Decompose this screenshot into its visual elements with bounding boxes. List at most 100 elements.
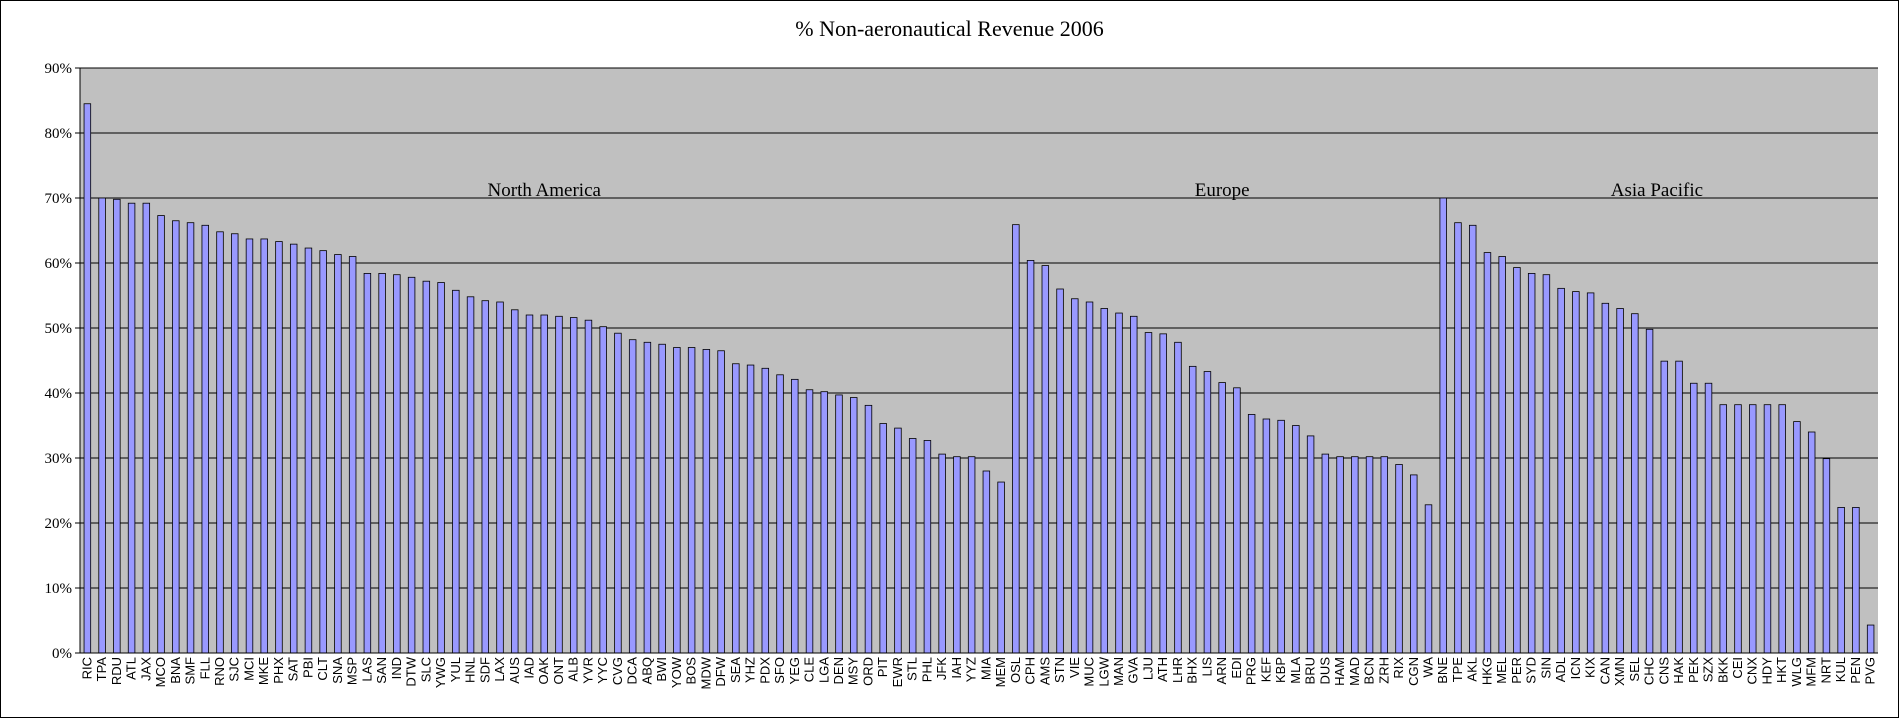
bar-HDY xyxy=(1763,404,1772,654)
bar-SIN xyxy=(1542,274,1551,654)
x-tick-label: ONT xyxy=(551,657,566,685)
bar-HAM xyxy=(1336,456,1344,654)
bar-HKT xyxy=(1778,404,1786,654)
x-tick-label: STL xyxy=(905,657,920,681)
y-tick-label: 90% xyxy=(45,61,73,77)
bar-BWI xyxy=(658,343,666,654)
bar-CLE xyxy=(805,389,814,654)
bar-SZX xyxy=(1704,382,1713,654)
x-tick-label: MFM xyxy=(1804,657,1819,687)
x-tick-label: DFW xyxy=(713,656,728,686)
bar-ARN xyxy=(1218,382,1226,654)
bar-AKL xyxy=(1468,224,1477,654)
bar-BHX xyxy=(1188,365,1197,654)
bar-ABQ xyxy=(643,341,652,654)
y-tick-label: 30% xyxy=(45,451,73,467)
x-tick-label: HDY xyxy=(1759,657,1774,685)
bar-PBI xyxy=(304,247,313,654)
x-tick-label: MEL xyxy=(1494,657,1509,684)
bar-YVR xyxy=(584,319,593,654)
bar-LAS xyxy=(363,272,372,654)
x-tick-label: CPH xyxy=(1023,657,1038,684)
x-tick-label: KBP xyxy=(1273,657,1288,683)
x-tick-label: KEF xyxy=(1258,657,1273,682)
bar-MAN xyxy=(1115,312,1123,654)
bar-RDU xyxy=(113,198,121,654)
bar-HKG xyxy=(1483,252,1492,654)
bar-RIC xyxy=(83,103,92,654)
chart-title: % Non-aeronautical Revenue 2006 xyxy=(795,16,1104,41)
x-tick-label: MSP xyxy=(345,657,360,685)
x-tick-label: YEG xyxy=(787,657,802,684)
bar-PDX xyxy=(761,367,770,654)
x-tick-label: PER xyxy=(1509,657,1524,684)
bar-JFK xyxy=(938,453,946,654)
bar-LIS xyxy=(1203,371,1212,654)
x-tick-label: RIC xyxy=(79,657,94,679)
x-tick-label: YUL xyxy=(448,657,463,682)
bar-ICN xyxy=(1572,291,1580,654)
x-tick-label: PBI xyxy=(300,657,315,678)
bar-AUS xyxy=(511,309,519,654)
bar-VIE xyxy=(1071,298,1079,654)
bar-PER xyxy=(1513,267,1521,654)
x-tick-label: PRG xyxy=(1244,657,1259,685)
bar-STL xyxy=(908,438,917,654)
x-tick-label: ICN xyxy=(1568,657,1583,679)
x-tick-label: YYC xyxy=(595,657,610,684)
bar-CLT xyxy=(319,250,327,654)
y-tick-label: 60% xyxy=(45,256,73,272)
x-tick-label: LAX xyxy=(492,657,507,682)
region-labels: North America Europe Asia Pacific xyxy=(488,180,1704,201)
x-tick-label: SFO xyxy=(772,657,787,684)
bar-FLL xyxy=(201,224,209,654)
x-tick-label: PIT xyxy=(875,657,890,677)
x-tick-label: SNA xyxy=(330,657,345,684)
x-tick-label: SJC xyxy=(227,657,242,682)
bar-PHL xyxy=(923,440,932,654)
bar-SLC xyxy=(422,280,431,654)
x-tick-label: RIX xyxy=(1391,657,1406,679)
bar-CGN xyxy=(1410,474,1418,654)
bar-IAD xyxy=(525,314,534,654)
bar-PEK xyxy=(1690,382,1698,654)
bar-ATL xyxy=(127,202,136,654)
bar-IND xyxy=(393,274,401,654)
bar-LHR xyxy=(1174,341,1182,654)
x-tick-label: YWG xyxy=(433,657,448,688)
bar-STN xyxy=(1056,288,1064,654)
bar-MLA xyxy=(1292,425,1300,654)
bar-DUS xyxy=(1321,453,1330,654)
x-tick-label: PHX xyxy=(271,657,286,684)
x-tick-label: MEM xyxy=(993,657,1008,687)
x-tick-label: KIX xyxy=(1583,657,1598,678)
x-tick-label: BCN xyxy=(1362,657,1377,684)
bar-MAD xyxy=(1351,456,1359,654)
x-tick-label: XMN xyxy=(1612,657,1627,686)
bar-MUC xyxy=(1085,301,1094,654)
bar-JAX xyxy=(142,202,151,654)
bar-SAT xyxy=(289,243,298,654)
x-tick-label: WLG xyxy=(1789,657,1804,687)
region-label: Asia Pacific xyxy=(1611,180,1703,201)
x-tick-label: SYD xyxy=(1524,657,1539,684)
x-tick-label: OAK xyxy=(536,657,551,685)
bar-SMF xyxy=(186,222,195,654)
bar-CEI xyxy=(1734,404,1742,654)
bar-XMN xyxy=(1616,308,1624,654)
x-tick-label: SLC xyxy=(418,657,433,682)
x-tick-label: IND xyxy=(389,657,404,679)
y-tick-label: 40% xyxy=(45,386,73,402)
x-tick-label: HKT xyxy=(1774,657,1789,683)
x-tick-label: HAM xyxy=(1332,657,1347,686)
x-tick-label: ADL xyxy=(1553,657,1568,682)
y-tick-label: 80% xyxy=(45,126,73,142)
bar-KIX xyxy=(1586,292,1595,654)
bar-BRU xyxy=(1306,435,1315,654)
x-tick-label: NRT xyxy=(1818,657,1833,684)
x-tick-label: MSY xyxy=(846,657,861,686)
bar-RIX xyxy=(1395,464,1403,654)
x-tick-label: BHX xyxy=(1185,657,1200,684)
region-label: Europe xyxy=(1195,180,1250,201)
bar-YOW xyxy=(673,347,681,654)
